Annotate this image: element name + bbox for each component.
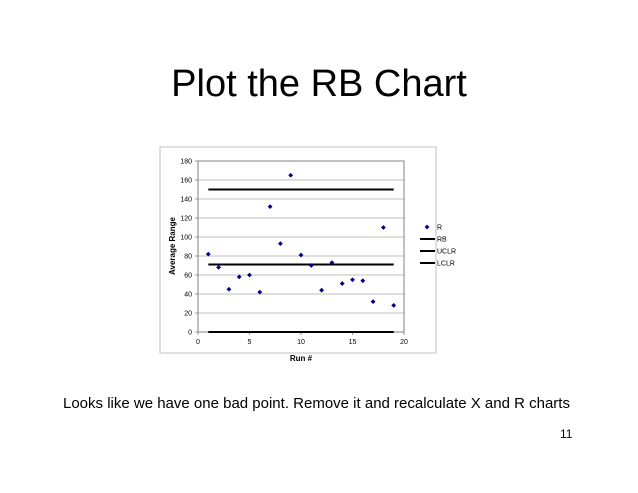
y-tick-label: 140 [180,197,192,204]
control-lines [208,188,394,333]
legend-marker-r [424,224,430,230]
x-tick-label: 0 [196,339,200,346]
x-axis-label: Run # [290,354,313,363]
x-tick-label: 20 [400,339,408,346]
data-point [319,287,324,293]
data-point [350,277,355,283]
x-tick-label: 5 [248,339,252,346]
data-point [288,172,294,178]
data-point [247,272,252,278]
y-tick-label: 40 [184,292,192,299]
y-tick-label: 160 [180,178,192,185]
data-point [298,252,304,258]
data-point [236,274,242,280]
y-tick-label: 180 [180,159,192,166]
data-point [278,241,283,247]
y-tick-label: 120 [180,216,192,223]
y-tick-label: 20 [184,311,192,318]
y-axis-label: Average Range [168,216,177,275]
y-tick-label: 80 [184,254,192,261]
legend-label-uclr: UCLR [437,249,456,256]
data-point [267,204,273,209]
chart-area-border [159,146,437,354]
data-point [257,289,263,295]
data-point [391,303,397,308]
axis-ticks: 0 20 40 60 80 100 120 140 160 180 0 5 10 15 20 [180,159,408,347]
legend-label-lclr: LCLR [437,261,455,268]
y-tick-label: 0 [188,330,192,337]
y-tick-label: 60 [184,273,192,280]
slide-caption: Looks like we have one bad point. Remove… [63,395,570,412]
data-point [226,286,232,292]
data-point [381,225,386,230]
legend-label-rb: RB [437,237,447,244]
data-point [216,265,221,270]
legend-label-r: R [437,225,442,232]
legend: R RB UCLR LCLR [420,225,456,268]
x-tick-label: 15 [349,339,357,346]
data-point [339,281,345,286]
data-point [329,260,335,266]
grid [198,179,404,314]
x-tick-label: 10 [297,339,305,346]
data-point [360,278,366,284]
data-point [308,263,314,268]
y-tick-label: 100 [180,235,192,242]
data-point [205,251,211,257]
slide-title: Plot the RB Chart [171,63,467,105]
page-number: 11 [560,427,573,441]
data-point [370,299,376,304]
data-points [205,172,397,308]
